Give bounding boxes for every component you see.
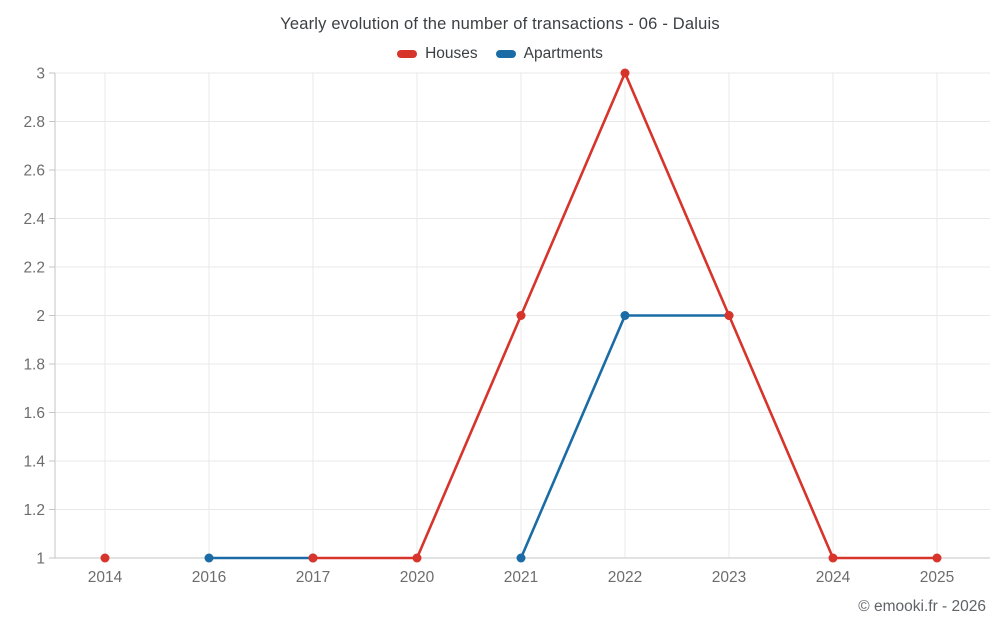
x-axis-label: 2022 xyxy=(608,569,642,586)
legend-swatch-apartments-icon xyxy=(495,50,516,58)
legend-label-apartments: Apartments xyxy=(523,45,603,62)
point-houses-2022[interactable] xyxy=(620,68,630,78)
x-axis-label: 2025 xyxy=(920,569,954,586)
y-axis-label: 1.2 xyxy=(23,502,45,519)
point-houses-2023[interactable] xyxy=(724,311,734,320)
point-apartments-2022[interactable] xyxy=(620,311,630,320)
y-axis-label: 2.6 xyxy=(23,163,45,180)
legend-swatch-houses-icon xyxy=(397,50,418,58)
x-axis-label: 2021 xyxy=(504,569,538,586)
point-houses-2017[interactable] xyxy=(308,553,318,563)
y-axis-label: 2.4 xyxy=(23,211,45,228)
point-houses-2014[interactable] xyxy=(100,553,110,563)
y-axis-label: 2 xyxy=(36,308,45,325)
y-axis-label: 1.8 xyxy=(23,357,45,374)
y-axis-label: 1.4 xyxy=(23,454,45,471)
y-axis-label: 2.8 xyxy=(23,114,45,131)
chart-title: Yearly evolution of the number of transa… xyxy=(280,15,720,33)
point-houses-2024[interactable] xyxy=(828,553,838,563)
y-axis-label: 1.6 xyxy=(23,405,45,422)
point-houses-2020[interactable] xyxy=(412,553,422,563)
y-axis-label: 2.2 xyxy=(23,260,45,277)
legend-item-houses[interactable]: Houses xyxy=(397,45,478,63)
x-axis-label: 2020 xyxy=(400,569,435,586)
y-axis-label: 3 xyxy=(36,66,45,83)
x-axis-label: 2017 xyxy=(296,569,330,586)
point-houses-2025[interactable] xyxy=(932,553,942,563)
legend-item-apartments[interactable]: Apartments xyxy=(495,45,603,63)
x-axis-label: 2024 xyxy=(816,569,851,586)
x-axis-label: 2014 xyxy=(88,569,123,586)
y-axis-label: 1 xyxy=(36,551,45,568)
x-axis-label: 2016 xyxy=(192,569,226,586)
point-apartments-2016[interactable] xyxy=(204,553,214,563)
chart-legend: Houses Apartments xyxy=(0,45,1000,63)
point-houses-2021[interactable] xyxy=(516,311,526,320)
x-axis-label: 2023 xyxy=(712,569,746,586)
legend-label-houses: Houses xyxy=(425,45,478,62)
footer-credit: © emooki.fr - 2026 xyxy=(858,598,986,615)
point-apartments-2021[interactable] xyxy=(516,553,526,563)
